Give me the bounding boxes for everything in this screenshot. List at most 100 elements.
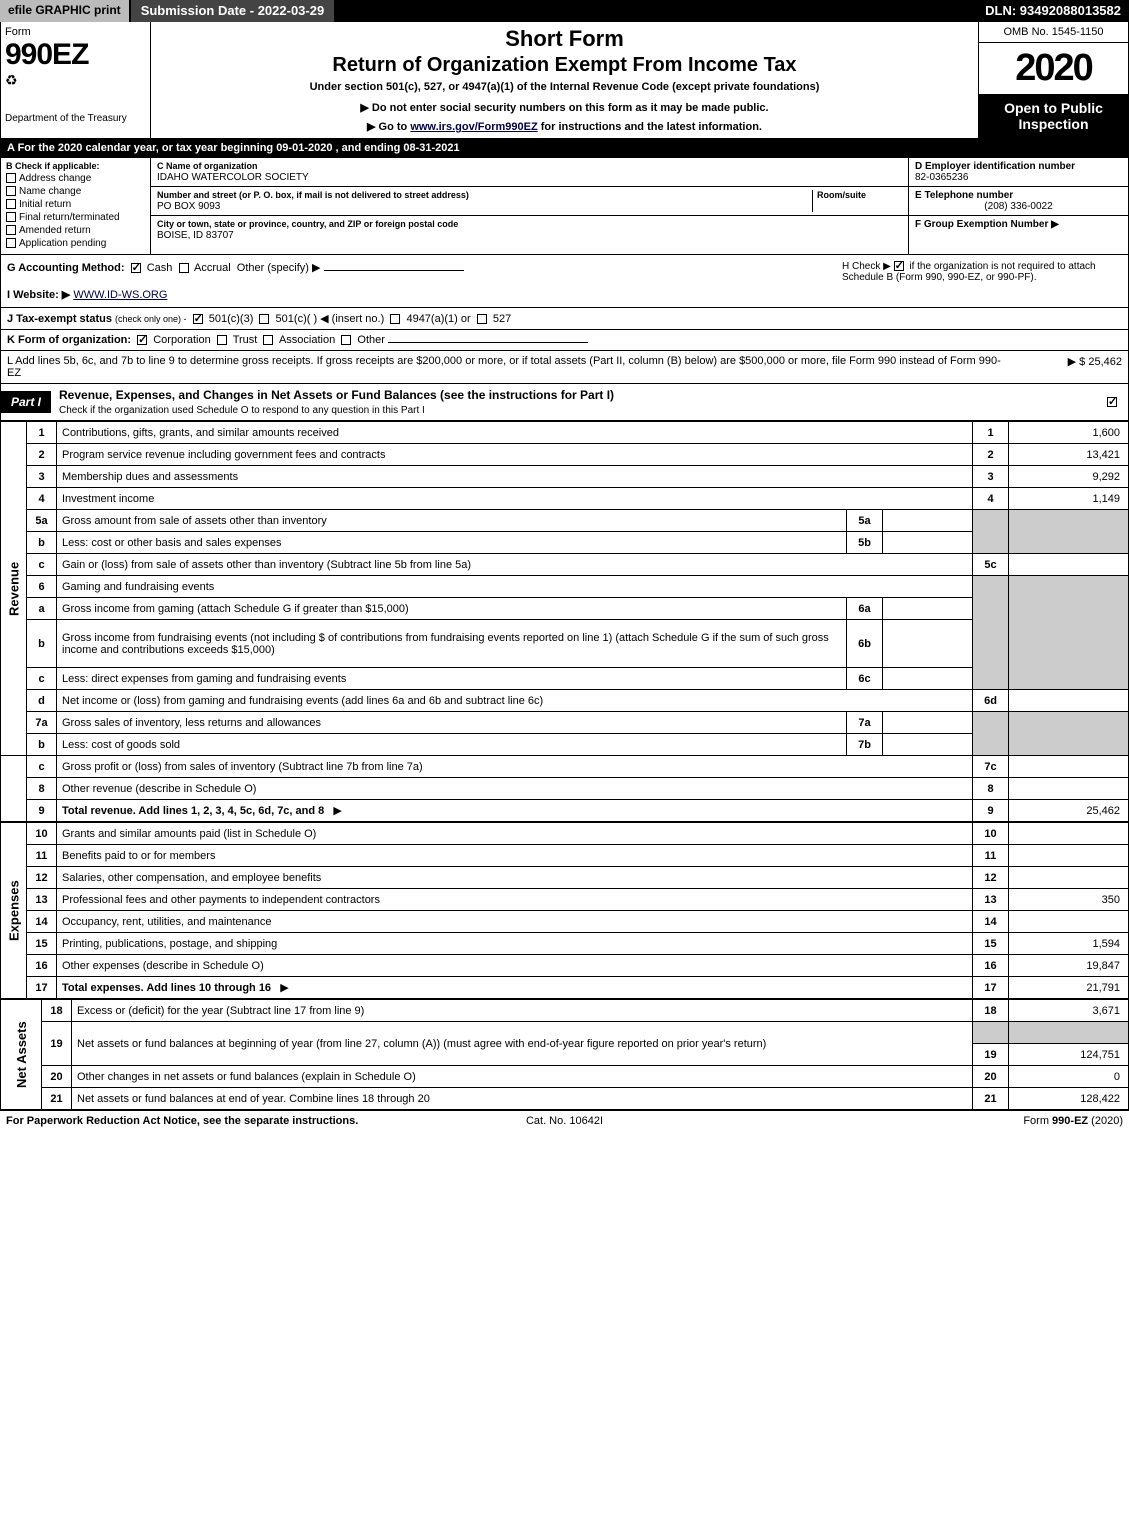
line-14-amt [1009, 911, 1129, 933]
open-inspection: Open to Public Inspection [979, 94, 1128, 138]
l-text: L Add lines 5b, 6c, and 7b to line 9 to … [7, 355, 1002, 379]
chk-cash[interactable] [131, 263, 141, 273]
phone-value: (208) 336-0022 [915, 201, 1122, 212]
chk-other-org[interactable] [341, 335, 351, 345]
line-21-num: 21 [42, 1088, 72, 1110]
street-label: Number and street (or P. O. box, if mail… [157, 190, 469, 200]
section-gi-left: G Accounting Method: Cash Accrual Other … [7, 261, 842, 301]
irs-link[interactable]: www.irs.gov/Form990EZ [410, 121, 537, 133]
line-3-amt: 9,292 [1009, 466, 1129, 488]
city-value: BOISE, ID 83707 [157, 230, 234, 241]
grey-5ab-amt [1009, 510, 1129, 554]
chk-application-pending[interactable]: Application pending [6, 238, 145, 249]
chk-4947[interactable] [390, 314, 400, 324]
j-sub: (check only one) - [115, 314, 187, 324]
street-row: Number and street (or P. O. box, if mail… [151, 187, 908, 216]
line-12-col: 12 [973, 867, 1009, 889]
form-subtitle: Under section 501(c), 527, or 4947(a)(1)… [159, 81, 970, 93]
part1-title: Revenue, Expenses, and Changes in Net As… [51, 384, 1099, 420]
recycle-icon: ♻ [5, 72, 146, 89]
chk-501c3[interactable] [193, 314, 203, 324]
grey-7ab-amt [1009, 712, 1129, 756]
line-11-num: 11 [27, 845, 57, 867]
chk-schedule-b[interactable] [894, 261, 904, 271]
line-9-num: 9 [27, 800, 57, 822]
line-7a-desc: Gross sales of inventory, less returns a… [57, 712, 847, 734]
website-link[interactable]: WWW.ID-WS.ORG [73, 289, 167, 301]
chk-527[interactable] [477, 314, 487, 324]
line-20-desc: Other changes in net assets or fund bala… [72, 1066, 973, 1088]
row-j: J Tax-exempt status (check only one) - 5… [0, 308, 1129, 330]
part1-subtitle: Check if the organization used Schedule … [59, 405, 425, 416]
submission-date: Submission Date - 2022-03-29 [131, 0, 335, 22]
chk-name-change[interactable]: Name change [6, 186, 145, 197]
revenue-table: Revenue 1 Contributions, gifts, grants, … [0, 421, 1129, 822]
chk-amended-return[interactable]: Amended return [6, 225, 145, 236]
line-16-num: 16 [27, 955, 57, 977]
form-title-1: Short Form [159, 26, 970, 52]
h-text1: H Check ▶ [842, 261, 894, 272]
l-amount: ▶ $ 25,462 [1002, 355, 1122, 379]
line-9-desc: Total revenue. Add lines 1, 2, 3, 4, 5c,… [57, 800, 973, 822]
chk-final-return[interactable]: Final return/terminated [6, 212, 145, 223]
line-6-num: 6 [27, 576, 57, 598]
chk-corporation[interactable] [137, 335, 147, 345]
i-label: I Website: ▶ [7, 289, 70, 301]
line-7c-num: c [27, 756, 57, 778]
line-11-col: 11 [973, 845, 1009, 867]
line-20-amt: 0 [1009, 1066, 1129, 1088]
chk-association[interactable] [263, 335, 273, 345]
line-17-col: 17 [973, 977, 1009, 999]
line-3-desc: Membership dues and assessments [57, 466, 973, 488]
room-label: Room/suite [817, 190, 866, 200]
line-16-amt: 19,847 [1009, 955, 1129, 977]
section-h: H Check ▶ if the organization is not req… [842, 261, 1122, 301]
line-6b-desc: Gross income from fundraising events (no… [57, 620, 847, 668]
line-1-desc: Contributions, gifts, grants, and simila… [57, 422, 973, 444]
line-5a-desc: Gross amount from sale of assets other t… [57, 510, 847, 532]
chk-address-change[interactable]: Address change [6, 173, 145, 184]
section-c-address: C Name of organization IDAHO WATERCOLOR … [151, 158, 908, 254]
org-name-row: C Name of organization IDAHO WATERCOLOR … [151, 158, 908, 187]
line-18-col: 18 [973, 1000, 1009, 1022]
line-7c-col: 7c [973, 756, 1009, 778]
row-k: K Form of organization: Corporation Trus… [0, 330, 1129, 351]
line-5c-col: 5c [973, 554, 1009, 576]
line-18-num: 18 [42, 1000, 72, 1022]
line-1-num: 1 [27, 422, 57, 444]
b-label: B Check if applicable: [6, 161, 145, 171]
line-5b-desc: Less: cost or other basis and sales expe… [57, 532, 847, 554]
chk-initial-return[interactable]: Initial return [6, 199, 145, 210]
chk-trust[interactable] [217, 335, 227, 345]
header-left: Form 990EZ ♻ Department of the Treasury [1, 22, 151, 138]
chk-accrual[interactable] [179, 263, 189, 273]
line-10-col: 10 [973, 823, 1009, 845]
section-bcdef: B Check if applicable: Address change Na… [0, 158, 1129, 255]
line-6d-num: d [27, 690, 57, 712]
line-21-desc: Net assets or fund balances at end of ye… [72, 1088, 973, 1110]
j-label: J Tax-exempt status [7, 313, 112, 325]
line-1-amt: 1,600 [1009, 422, 1129, 444]
line-13-amt: 350 [1009, 889, 1129, 911]
efile-print-button[interactable]: efile GRAPHIC print [0, 0, 131, 22]
chk-501c[interactable] [259, 314, 269, 324]
line-5a-sb: 5a [847, 510, 883, 532]
line-12-num: 12 [27, 867, 57, 889]
instructions-link-row: ▶ Go to www.irs.gov/Form990EZ for instru… [159, 120, 970, 133]
line-2-num: 2 [27, 444, 57, 466]
line-6d-amt [1009, 690, 1129, 712]
tax-year: 2020 [979, 43, 1128, 94]
ssn-warning: ▶ Do not enter social security numbers o… [159, 101, 970, 114]
section-b-checkboxes: B Check if applicable: Address change Na… [1, 158, 151, 254]
line-7c-desc: Gross profit or (loss) from sales of inv… [57, 756, 973, 778]
part1-schedule-o-check[interactable] [1099, 392, 1128, 412]
g-label: G Accounting Method: [7, 262, 125, 274]
line-5b-sb: 5b [847, 532, 883, 554]
line-2-col: 2 [973, 444, 1009, 466]
line-4-desc: Investment income [57, 488, 973, 510]
net-assets-table: Net Assets 18 Excess or (deficit) for th… [0, 999, 1129, 1110]
header-right: OMB No. 1545-1150 2020 Open to Public In… [978, 22, 1128, 138]
spacer [334, 0, 977, 22]
line-18-desc: Excess or (deficit) for the year (Subtra… [72, 1000, 973, 1022]
line-19-col: 19 [973, 1044, 1009, 1066]
